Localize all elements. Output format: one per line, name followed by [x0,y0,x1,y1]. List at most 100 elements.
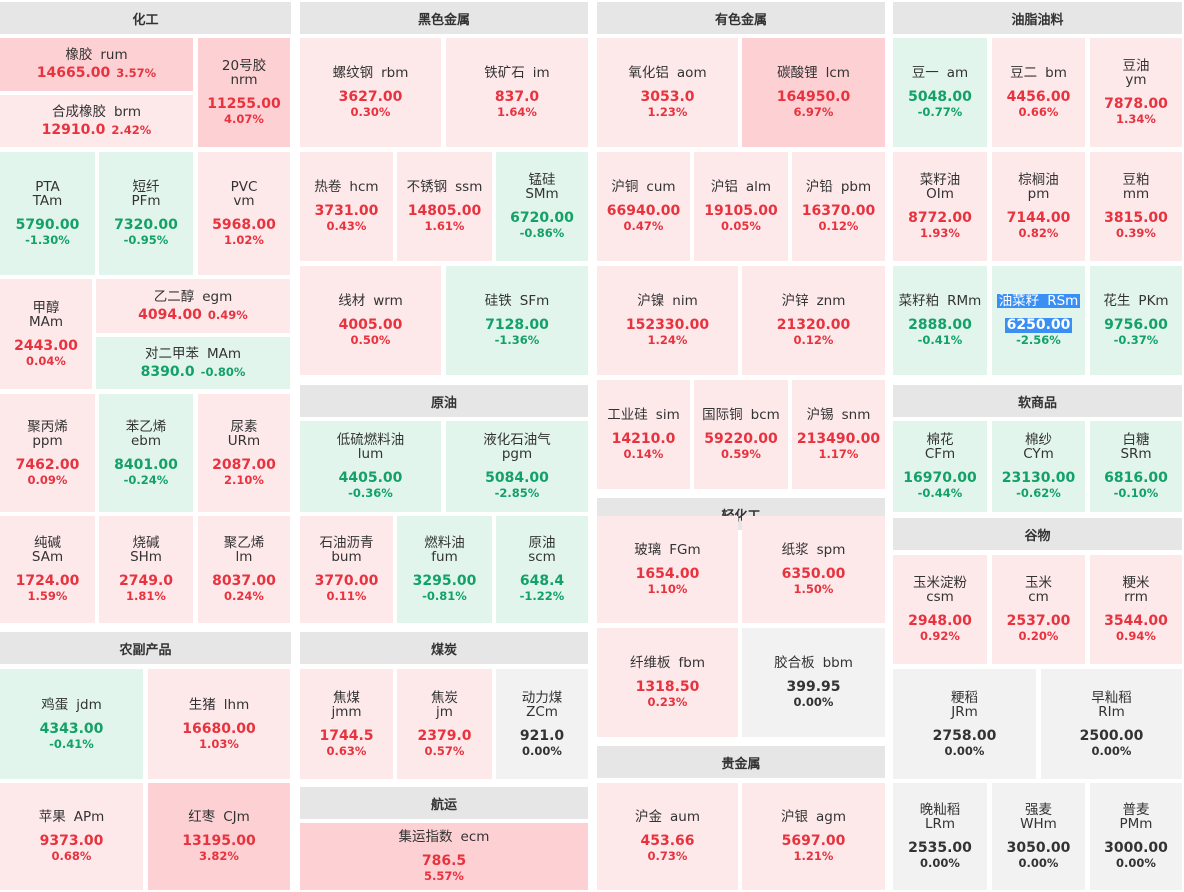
quote-cell[interactable]: 苹果 APm 9373.00 0.68% [0,783,143,890]
quote-cell[interactable]: 白糖 SRm 6816.00 -0.10% [1090,421,1182,512]
quote-cell[interactable]: 短纤 PFm 7320.00 -0.95% [99,152,193,275]
quote-cell[interactable]: 铁矿石 im 837.0 1.64% [446,38,588,147]
quote-cell[interactable]: 硅铁 SFm 7128.00 -1.36% [446,266,588,375]
quote-cell[interactable]: 低硫燃料油 lum 4405.00 -0.36% [300,421,441,512]
price: 6250.00 [1004,317,1073,333]
quote-cell[interactable]: 石油沥青 bum 3770.00 0.11% [300,516,393,623]
change: 0.39% [1116,226,1156,240]
quote-name: 液化石油气 pgm [483,433,551,461]
quote-cell[interactable]: 棉花 CFm 16970.00 -0.44% [893,421,987,512]
product-name: 橡胶 [65,47,93,63]
quote-cell[interactable]: 早籼稻 RIm 2500.00 0.00% [1041,669,1182,779]
price: 2537.00 [1006,613,1071,629]
quote-cell[interactable]: 螺纹钢 rbm 3627.00 0.30% [300,38,441,147]
quote-cell[interactable]: 胶合板 bbm 399.95 0.00% [742,628,885,737]
quote-cell[interactable]: 沪铅 pbm 16370.00 0.12% [792,152,885,261]
quote-cell[interactable]: 沪铝 alm 19105.00 0.05% [694,152,788,261]
quote-cell[interactable]: 玻璃 FGm 1654.00 1.10% [597,516,738,623]
quote-cell[interactable]: 碳酸锂 lcm 164950.0 6.97% [742,38,885,147]
quote-cell[interactable]: 对二甲苯 MAm 8390.0 -0.80% [96,337,290,389]
quote-cell[interactable]: 油菜籽 RSm 6250.00 -2.56% [992,266,1085,375]
quote-cell[interactable]: 豆油 ym 7878.00 1.34% [1090,38,1182,147]
quote-cell[interactable]: 沪铜 cum 66940.00 0.47% [597,152,690,261]
product-name: 沪铅 [805,179,833,195]
change: 0.49% [207,307,248,322]
quote-cell[interactable]: 国际铜 bcm 59220.00 0.59% [694,380,788,489]
quote-cell[interactable]: 原油 scm 648.4 -1.22% [496,516,588,623]
quote-name: 沪锌 znm [782,294,846,308]
quote-cell[interactable]: 菜籽粕 RMm 2888.00 -0.41% [893,266,987,375]
quote-cell[interactable]: 生猪 lhm 16680.00 1.03% [148,669,290,779]
quote-cell[interactable]: 线材 wrm 4005.00 0.50% [300,266,441,375]
product-code: lcm [825,65,850,81]
quote-cell[interactable]: 乙二醇 egm 4094.00 0.49% [96,279,290,333]
quote-cell[interactable]: 氧化铝 aom 3053.0 1.23% [597,38,738,147]
quote-cell[interactable]: 豆一 am 5048.00 -0.77% [893,38,987,147]
quote-cell[interactable]: 沪锌 znm 21320.00 0.12% [742,266,885,375]
product-code: bcm [750,407,780,423]
quote-cell[interactable]: 红枣 CJm 13195.00 3.82% [148,783,290,890]
price: 8401.00 [114,456,178,473]
quote-cell[interactable]: 苯乙烯 ebm 8401.00 -0.24% [99,394,193,512]
quote-cell[interactable]: 合成橡胶 brm 12910.0 2.42% [0,95,193,147]
price: 3544.00 [1104,613,1168,629]
change: 1.03% [199,736,239,751]
quote-cell[interactable]: 焦炭 jm 2379.0 0.57% [397,669,492,779]
quote-cell[interactable]: 甲醇 MAm 2443.00 0.04% [0,279,92,389]
quote-cell[interactable]: 燃料油 fum 3295.00 -0.81% [397,516,492,623]
product-code: brm [113,103,142,120]
product-code: znm [816,293,846,309]
quote-cell[interactable]: 聚乙烯 lm 8037.00 0.24% [198,516,290,623]
quote-cell[interactable]: PTA TAm 5790.00 -1.30% [0,152,95,275]
quote-cell[interactable]: 粳米 rrm 3544.00 0.94% [1090,555,1182,664]
quote-cell[interactable]: 尿素 URm 2087.00 2.10% [198,394,290,512]
quote-cell[interactable]: 粳稻 JRm 2758.00 0.00% [893,669,1036,779]
quote-cell[interactable]: 橡胶 rum 14665.00 3.57% [0,38,193,91]
quote-cell[interactable]: 纸浆 spm 6350.00 1.50% [742,516,885,623]
quote-cell[interactable]: 沪镍 nim 152330.00 1.24% [597,266,738,375]
quote-cell[interactable]: 晚籼稻 LRm 2535.00 0.00% [893,783,987,890]
change: 0.09% [27,472,68,487]
quote-cell[interactable]: 聚丙烯 ppm 7462.00 0.09% [0,394,95,512]
quote-cell[interactable]: 20号胶 nrm 11255.00 4.07% [198,38,290,147]
quote-cell[interactable]: 豆二 bm 4456.00 0.66% [992,38,1085,147]
quote-cell[interactable]: PVC vm 5968.00 1.02% [198,152,290,275]
section-header: 油脂油料 [893,2,1182,34]
quote-cell[interactable]: 普麦 PMm 3000.00 0.00% [1090,783,1182,890]
quote-name: 苹果 APm [39,810,105,824]
quote-cell[interactable]: 豆粕 mm 3815.00 0.39% [1090,152,1182,261]
product-name: 工业硅 [607,407,648,423]
quote-cell[interactable]: 鸡蛋 jdm 4343.00 -0.41% [0,669,143,779]
quote-cell[interactable]: 焦煤 jmm 1744.5 0.63% [300,669,393,779]
quote-cell[interactable]: 菜籽油 OIm 8772.00 1.93% [893,152,987,261]
product-code: SMm [525,186,559,202]
product-name: 油菜籽 [998,293,1040,309]
quote-cell[interactable]: 液化石油气 pgm 5084.00 -2.85% [446,421,588,512]
quote-cell[interactable]: 沪银 agm 5697.00 1.21% [742,783,885,890]
quote-cell[interactable]: 锰硅 SMm 6720.00 -0.86% [496,152,588,261]
quote-cell[interactable]: 沪金 aum 453.66 0.73% [597,783,738,890]
quote-cell[interactable]: 玉米 cm 2537.00 0.20% [992,555,1085,664]
quote-cell[interactable]: 工业硅 sim 14210.0 0.14% [597,380,690,489]
price: 14210.0 [611,431,676,447]
quote-cell[interactable]: 不锈钢 ssm 14805.00 1.61% [397,152,492,261]
quote-cell[interactable]: 棕榈油 pm 7144.00 0.82% [992,152,1085,261]
change: 0.12% [793,333,834,347]
product-code: TAm [32,193,63,209]
price: 7320.00 [114,217,178,233]
quote-cell[interactable]: 热卷 hcm 3731.00 0.43% [300,152,393,261]
quote-cell[interactable]: 花生 PKm 9756.00 -0.37% [1090,266,1182,375]
quote-cell[interactable]: 烧碱 SHm 2749.0 1.81% [99,516,193,623]
quote-cell[interactable]: 纯碱 SAm 1724.00 1.59% [0,516,95,623]
quote-cell[interactable]: 强麦 WHm 3050.00 0.00% [992,783,1085,890]
quote-cell[interactable]: 纤维板 fbm 1318.50 0.23% [597,628,738,737]
product-name: 胶合板 [774,655,815,671]
quote-cell[interactable]: 沪锡 snm 213490.00 1.17% [792,380,885,489]
product-code: WHm [1020,816,1057,832]
quote-cell[interactable]: 玉米淀粉 csm 2948.00 0.92% [893,555,987,664]
quote-cell[interactable]: 集运指数 ecm 786.5 5.57% [300,823,588,890]
product-code: ym [1125,72,1147,88]
quote-cell[interactable]: 棉纱 CYm 23130.00 -0.62% [992,421,1085,512]
quote-cell[interactable]: 动力煤 ZCm 921.0 0.00% [496,669,588,779]
